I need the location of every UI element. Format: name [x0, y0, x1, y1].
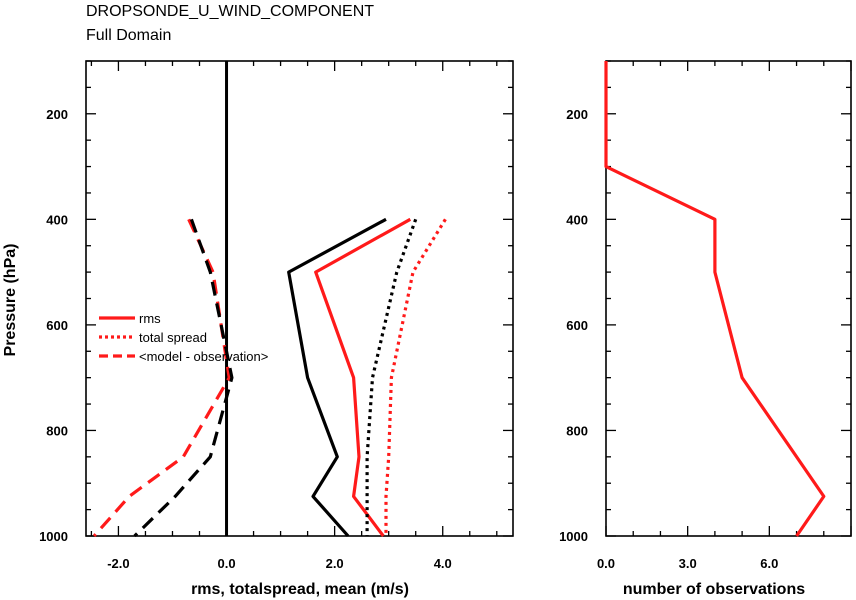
y-axis-title: Pressure (hPa) [2, 244, 19, 357]
series-line-solid-red [314, 217, 412, 537]
x-tick-label: 0.0 [217, 556, 235, 571]
x-tick-label: 0.0 [597, 556, 615, 571]
series-line-solid-black [287, 217, 387, 538]
series-line-dotted-red [384, 218, 447, 536]
y-tick-label: 1000 [39, 529, 68, 544]
x-axis-title-left: rms, totalspread, mean (m/s) [191, 581, 409, 598]
y-tick-label: 200 [566, 107, 588, 122]
left-panel: 200 400 600 800 1000 -2.0 0.0 2.0 4.0 [39, 60, 514, 571]
y-tick-label: 400 [46, 212, 68, 227]
legend-label: total spread [139, 330, 207, 345]
series-line-solid-red [604, 61, 826, 537]
series-line-dashed-red [92, 218, 231, 538]
plot-frame [85, 60, 514, 537]
legend-label: rms [139, 311, 161, 326]
y-tick-label: 800 [566, 423, 588, 438]
y-tick-label: 1000 [559, 529, 588, 544]
y-tick-label: 600 [46, 318, 68, 333]
chart-subtitle: Full Domain [86, 27, 171, 44]
series-line-dashed-black [133, 218, 234, 538]
x-tick-label: 3.0 [679, 556, 697, 571]
legend-label: <model - observation> [139, 349, 268, 364]
x-axis-title-right: number of observations [623, 581, 805, 598]
plot-frame [605, 60, 852, 537]
y-tick-label: 600 [566, 318, 588, 333]
right-panel: 200 400 600 800 1000 0.0 3.0 6.0 [559, 60, 852, 571]
legend: rms total spread <model - observation> [99, 311, 268, 364]
x-tick-label: 2.0 [326, 556, 344, 571]
x-tick-label: 6.0 [760, 556, 778, 571]
chart-title: DROPSONDE_U_WIND_COMPONENT [86, 3, 374, 20]
x-tick-label: 4.0 [434, 556, 452, 571]
series-line-dotted-black [365, 218, 418, 536]
y-tick-label: 200 [46, 107, 68, 122]
y-tick-label: 800 [46, 423, 68, 438]
y-tick-label: 400 [566, 212, 588, 227]
x-tick-label: -2.0 [107, 556, 129, 571]
